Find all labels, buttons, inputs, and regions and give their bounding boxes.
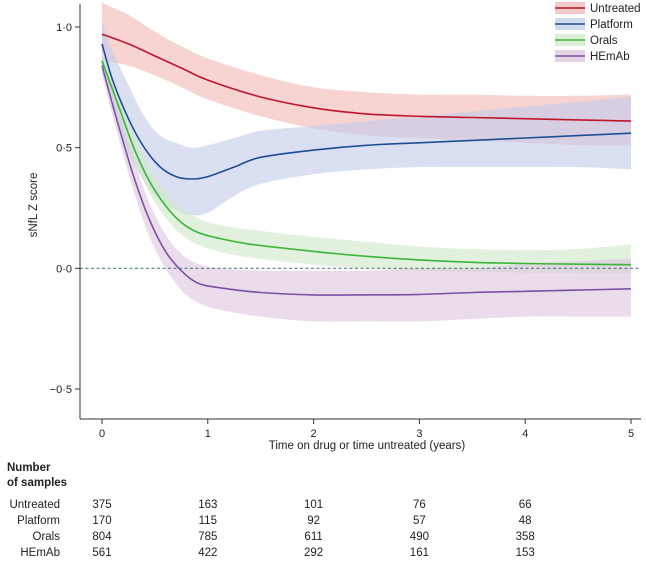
samples-cell: 804 [92,531,112,543]
band-orals [102,51,631,274]
line-platform [101,43,632,180]
x-tick-label: 5 [628,428,634,440]
x-tick-label: 4 [522,428,528,440]
samples-cell: 170 [92,515,112,527]
samples-row-label: HEmAb [20,547,60,559]
samples-cell: 375 [92,499,112,511]
samples-cell: 66 [518,499,532,511]
samples-cell: 561 [92,547,112,559]
line-untreated [101,33,632,122]
y-tick-label: 0·5 [56,143,72,155]
legend-item-untreated: Untreated [555,2,641,15]
axes: −0·5 0·0 0·5 1·0 0 1 2 3 4 5 [50,4,641,440]
samples-cell: 92 [307,515,320,527]
samples-cell: 292 [304,547,324,559]
samples-cell: 163 [198,499,218,511]
x-axis-title: Time on drug or time untreated (years) [269,440,466,452]
band-hemab [102,56,631,322]
confidence-bands [102,2,631,322]
x-tick-label: 2 [311,428,317,440]
samples-cell: 57 [412,515,426,527]
samples-cell: 611 [304,531,323,543]
samples-cell: 48 [518,515,532,527]
samples-cell: 76 [412,499,426,511]
samples-cell: 785 [198,531,218,543]
samples-table-title-line1: Number [7,462,51,474]
samples-row-label: Untreated [9,499,60,511]
legend-item-orals: Orals [555,34,618,47]
y-tick-label: 0·0 [56,263,72,275]
legend-item-platform: Platform [555,18,633,31]
samples-cell: 115 [198,515,217,527]
samples-cell: 422 [198,547,218,559]
line-hemab [101,65,632,296]
x-tick-label: 3 [416,428,422,440]
samples-row-label: Orals [32,531,60,543]
samples-cell: 358 [515,531,535,543]
samples-table-title-line2: of samples [7,477,68,489]
x-tick-label: 1 [205,428,211,440]
samples-cell: 490 [409,531,429,543]
samples-table-title: Number of samples [7,461,67,491]
samples-table: Number of samples Untreated 375 163 101 76 66… [0,461,646,562]
legend-label: HEmAb [590,51,630,63]
samples-cell: 161 [409,547,429,559]
x-tick-label: 0 [99,428,105,440]
series-lines [101,33,632,296]
legend-item-hemab: HEmAb [555,50,630,63]
y-tick-label: 1·0 [56,22,72,34]
y-axis-title: sNfL Z score [28,173,40,238]
line-orals [101,60,632,266]
legend-label: Untreated [590,3,641,15]
samples-row-label: Platform [17,515,60,527]
legend: Untreated Platform Orals HEmAb [555,2,641,63]
samples-cell: 101 [304,499,324,511]
legend-label: Orals [590,35,618,47]
y-tick-label: −0·5 [50,384,72,396]
samples-cell: 153 [515,547,535,559]
legend-label: Platform [590,19,633,31]
snfl-chart: −0·5 0·0 0·5 1·0 0 1 2 3 4 5 Untreated Platform Ora… [28,2,641,452]
